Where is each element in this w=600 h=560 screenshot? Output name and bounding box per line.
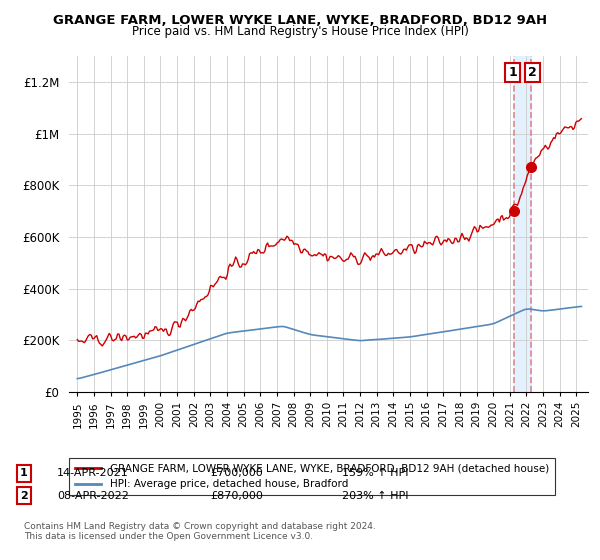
Text: £870,000: £870,000 [210, 491, 263, 501]
Text: 203% ↑ HPI: 203% ↑ HPI [342, 491, 409, 501]
Text: 1: 1 [20, 468, 28, 478]
Text: £700,000: £700,000 [210, 468, 263, 478]
Text: 14-APR-2021: 14-APR-2021 [57, 468, 129, 478]
Text: Price paid vs. HM Land Registry's House Price Index (HPI): Price paid vs. HM Land Registry's House … [131, 25, 469, 38]
Text: 159% ↑ HPI: 159% ↑ HPI [342, 468, 409, 478]
Text: GRANGE FARM, LOWER WYKE LANE, WYKE, BRADFORD, BD12 9AH: GRANGE FARM, LOWER WYKE LANE, WYKE, BRAD… [53, 14, 547, 27]
Text: 08-APR-2022: 08-APR-2022 [57, 491, 129, 501]
Text: 2: 2 [20, 491, 28, 501]
Legend: GRANGE FARM, LOWER WYKE LANE, WYKE, BRADFORD, BD12 9AH (detached house), HPI: Av: GRANGE FARM, LOWER WYKE LANE, WYKE, BRAD… [69, 458, 555, 496]
Text: 2: 2 [528, 66, 537, 80]
Text: 1: 1 [508, 66, 517, 80]
Bar [514, 56, 531, 392]
Text: Contains HM Land Registry data © Crown copyright and database right 2024.
This d: Contains HM Land Registry data © Crown c… [24, 522, 376, 542]
